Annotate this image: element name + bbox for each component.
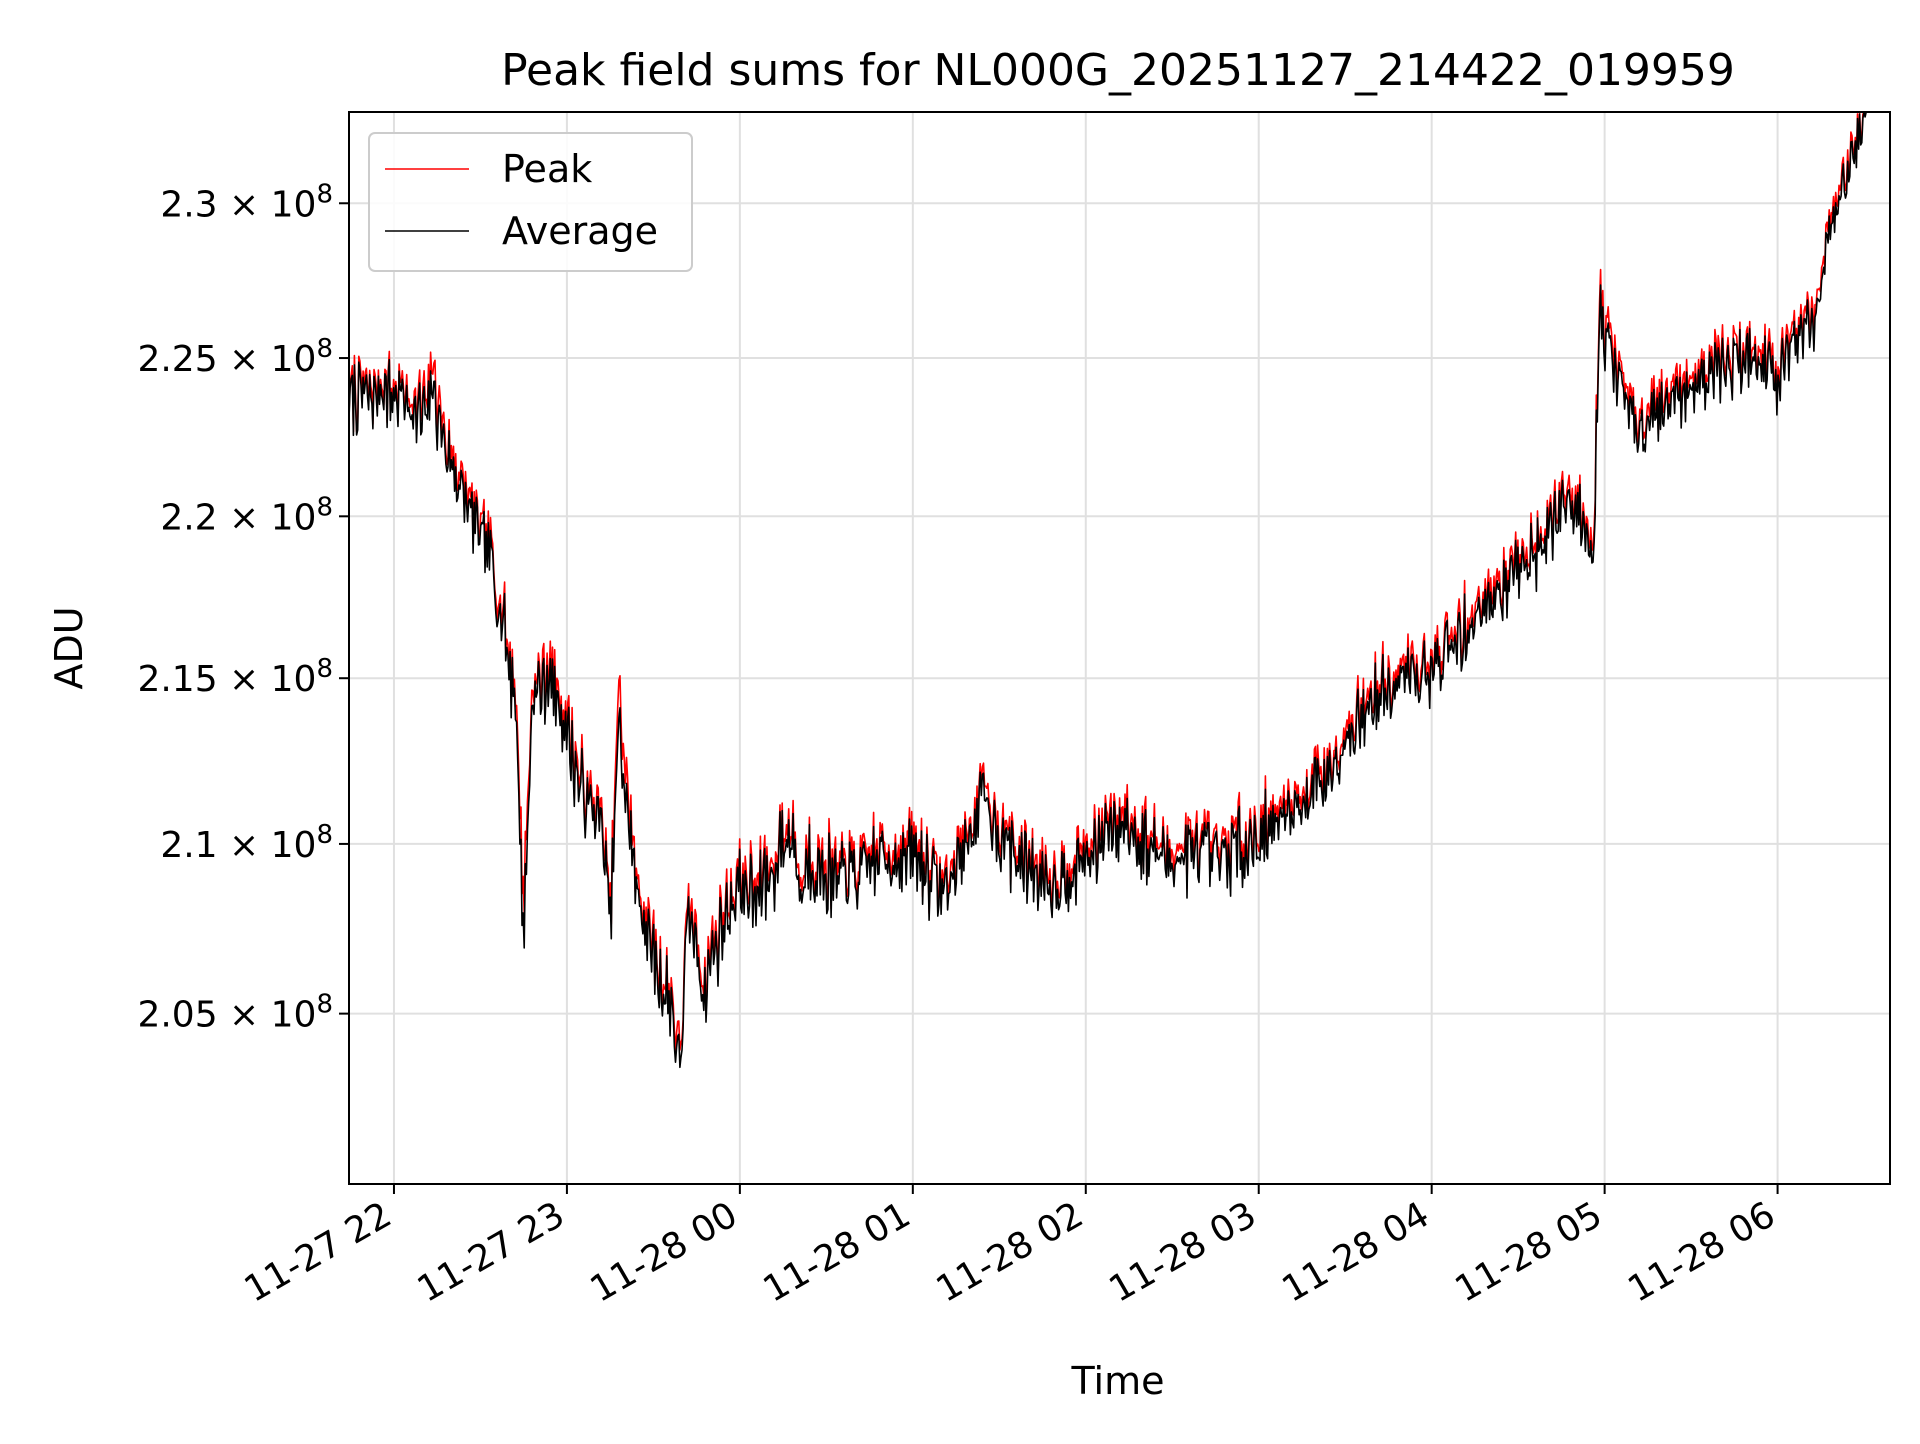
chart-title: Peak field sums for NL000G_20251127_2144…: [501, 45, 1735, 96]
legend-label-average: Average: [502, 209, 658, 253]
x-axis-label: Time: [1071, 1359, 1165, 1403]
legend-label-peak: Peak: [502, 147, 592, 191]
legend: Peak Average: [368, 132, 693, 272]
y-tick-label: 2.3 × 108: [160, 179, 333, 225]
y-tick-label: 2.15 × 108: [137, 654, 333, 700]
y-tick-label: 2.1 × 108: [160, 820, 333, 866]
plot-area-frame: [348, 111, 1891, 1185]
y-tick-label: 2.05 × 108: [137, 990, 333, 1036]
y-tick-label: 2.25 × 108: [137, 334, 333, 380]
series-layer: [348, 111, 1873, 1069]
y-axis-ticks: 2.05 × 108 2.1 × 108 2.15 × 108 2.2 × 108 2.…: [137, 179, 349, 1036]
y-tick-label: 2.2 × 108: [160, 492, 333, 538]
series-line-average: [348, 111, 1873, 1069]
legend-box: [368, 132, 693, 272]
y-axis-label: ADU: [47, 606, 91, 689]
